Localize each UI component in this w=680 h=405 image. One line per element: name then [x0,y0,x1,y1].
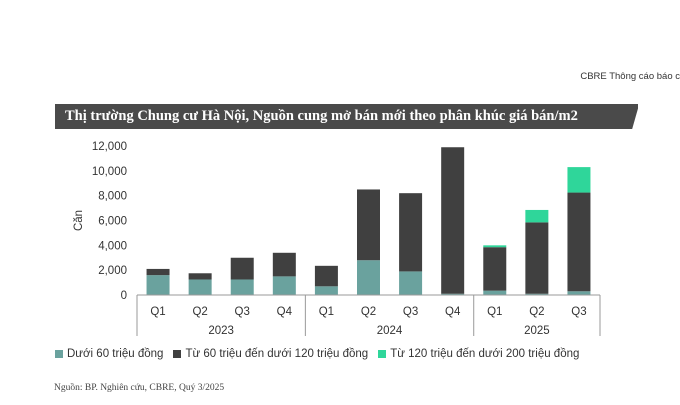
bar-segment-mid [230,257,254,280]
bar-segment-low [441,293,465,295]
legend-swatch-high [378,350,387,358]
y-tick-label: 0 [121,290,127,302]
x-tick-label: Q2 [192,306,207,318]
bar-segment-mid [357,189,380,261]
x-tick-label: Q2 [529,306,544,318]
x-tick-label: Q4 [445,306,461,318]
bar-segment-low [230,279,254,295]
bar-segment-low [483,290,507,295]
x-tick-label: Q4 [277,306,293,318]
bar-segment-low [399,271,423,295]
y-tick-label: 2,000 [98,265,127,277]
chart-canvas: 0 2,000 4,000 6,000 8,000 10,000 12,000 Căn Q1 Q2… [73,141,601,337]
bar-segment-low [314,286,338,295]
bar-segment-low [357,260,380,295]
y-tick-label: 12,000 [92,141,127,153]
bar-segment-mid [314,265,338,287]
report-header-tag: CBRE Thông cáo báo c [580,71,680,82]
year-group-label: 2025 [524,325,550,337]
bar-segment-mid [483,247,507,291]
legend-label-high: Từ 120 triệu đến dưới 200 triệu đồng [390,348,580,360]
y-axis-title: Căn [73,210,85,231]
chart-legend: Dưới 60 triệu đồng Từ 60 triệu đến dưới … [55,348,589,360]
x-tick-label: Q3 [235,306,250,318]
source-note: Nguồn: BP. Nghiên cứu, CBRE, Quý 3/2025 [54,383,225,393]
bar-segment-low [272,276,296,295]
legend-item-high: Từ 120 triệu đến dưới 200 triệu đồng [378,348,579,360]
legend-item-mid: Từ 60 triệu đến dưới 120 triệu đồng [173,348,368,360]
bar-segment-low [525,293,549,295]
bar-segment-mid [146,268,170,276]
legend-swatch-mid [173,350,182,358]
y-tick-label: 8,000 [98,191,127,203]
chart-title: Thị trường Chung cư Hà Nội, Nguồn cung m… [65,108,578,124]
chart-title-banner: Thị trường Chung cư Hà Nội, Nguồn cung m… [55,104,638,129]
bar-segment-mid [272,252,296,277]
x-tick-label: Q3 [571,306,586,318]
bar-segment-high [483,245,507,248]
bar-segment-low [146,275,170,295]
bar-segment-low [567,291,591,295]
x-tick-label: Q1 [150,306,165,318]
bar-segment-high [525,209,549,223]
x-tick-label: Q1 [487,306,502,318]
x-tick-label: Q3 [403,306,418,318]
x-tick-label: Q2 [361,306,376,318]
legend-item-low: Dưới 60 triệu đồng [55,348,163,360]
year-group-label: 2023 [208,325,234,337]
bar-segment-mid [441,147,465,294]
x-tick-label: Q1 [319,306,334,318]
bar-segment-mid [399,193,423,272]
bar-segment-mid [188,273,212,280]
year-group-label: 2024 [377,325,403,337]
legend-label-low: Dưới 60 triệu đồng [67,348,164,360]
bar-segment-mid [567,192,591,292]
bar-segment-mid [525,222,549,294]
legend-swatch-low [55,350,63,358]
y-tick-label: 4,000 [98,240,127,252]
bar-segment-low [188,279,212,295]
y-tick-label: 10,000 [92,166,127,178]
bar-segment-high [567,167,591,193]
legend-label-mid: Từ 60 triệu đến dưới 120 triệu đồng [185,348,369,360]
y-tick-label: 6,000 [98,216,127,228]
